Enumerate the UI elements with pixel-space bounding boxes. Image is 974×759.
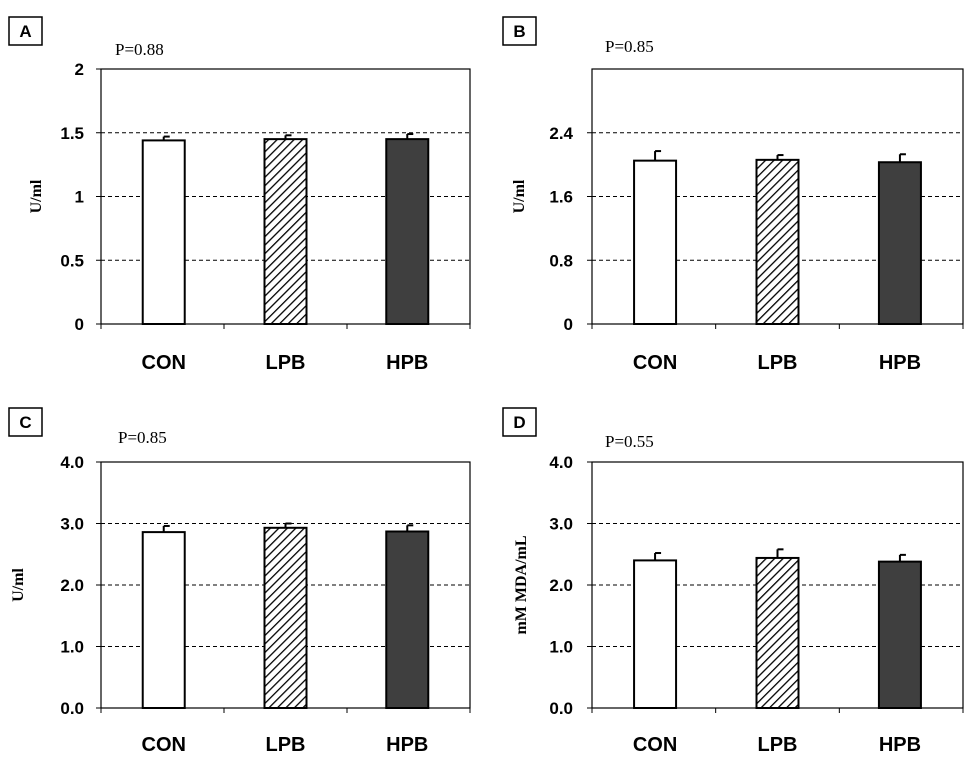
panel-d-ylabel: mM MDA/mL (513, 535, 530, 634)
panel-d-ytick-label: 4.0 (549, 453, 573, 472)
panel-b-bar-hpb (877, 161, 922, 325)
panel-d-bar-con (633, 559, 678, 710)
panel-d-ytick-label: 0.0 (549, 699, 573, 718)
panel-a-category-label: LPB (266, 352, 306, 374)
panel-c-ytick-label: 0.0 (60, 699, 84, 718)
panel-b-bar-lpb (755, 158, 800, 325)
panel-d-ytick-label: 3.0 (549, 515, 573, 534)
panel-d-label: D (513, 413, 525, 432)
panel-b-ytick-label: 2.4 (549, 124, 573, 143)
panel-c-label: C (19, 413, 31, 432)
panel-a-ytick-label: 1 (75, 188, 84, 207)
panel-a-label-box (8, 16, 43, 46)
panel-a-category-label: HPB (386, 352, 428, 374)
panel-c-ytick-label: 1.0 (60, 638, 84, 657)
panel-c-ytick-label: 3.0 (60, 515, 84, 534)
panel-c-ylabel: U/ml (10, 568, 27, 602)
panel-a-p-value: P=0.88 (115, 40, 164, 59)
panel-a-bar-con (141, 139, 186, 325)
panel-a-ytick-label: 0.5 (60, 251, 84, 270)
panel-c-ytick-label: 2.0 (60, 576, 84, 595)
panel-c-ytick-label: 4.0 (60, 453, 84, 472)
panel-b-ytick-label: 0.8 (549, 251, 573, 270)
panel-a-category-label: CON (142, 352, 186, 374)
panel-b-ytick-label: 0 (564, 315, 573, 334)
panel-d-bar-hpb (877, 560, 922, 709)
panel-c-category-label: HPB (386, 734, 428, 756)
panel-b-bar-con (633, 159, 678, 325)
panel-b-ylabel: U/ml (511, 179, 528, 213)
panel-b-p-value: P=0.85 (605, 37, 654, 56)
panel-a-ytick-label: 2 (75, 60, 84, 79)
panel-d-label-box (502, 407, 537, 437)
panel-c-bar-lpb (263, 526, 308, 709)
panel-a-bar-hpb (385, 138, 430, 325)
panel-a-ytick-label: 0 (75, 315, 84, 334)
panel-d-bar-lpb (755, 556, 800, 709)
panel-a-ytick-label: 1.5 (60, 124, 84, 143)
panel-d-category-label: CON (633, 734, 677, 756)
panel-c-p-value: P=0.85 (118, 428, 167, 447)
panel-c-bar-hpb (385, 530, 430, 709)
panel-b-category-label: CON (633, 352, 677, 374)
panel-d-p-value: P=0.55 (605, 432, 654, 451)
panel-d-ytick-label: 2.0 (549, 576, 573, 595)
panel-a-label: A (19, 22, 31, 41)
panel-b-label: B (513, 22, 525, 41)
panel-b-ytick-label: 1.6 (549, 188, 573, 207)
panel-c-category-label: LPB (266, 734, 306, 756)
panel-c-label-box (8, 407, 43, 437)
panel-b-label-box (502, 16, 537, 46)
panel-d-category-label: HPB (879, 734, 921, 756)
panel-d-ytick-label: 1.0 (549, 638, 573, 657)
panel-d-category-label: LPB (758, 734, 798, 756)
panel-b-category-label: LPB (758, 352, 798, 374)
panel-c-bar-con (141, 531, 186, 709)
panel-a-bar-lpb (263, 138, 308, 325)
panel-b-category-label: HPB (879, 352, 921, 374)
panel-c-category-label: CON (142, 734, 186, 756)
panel-a-ylabel: U/ml (28, 179, 45, 213)
